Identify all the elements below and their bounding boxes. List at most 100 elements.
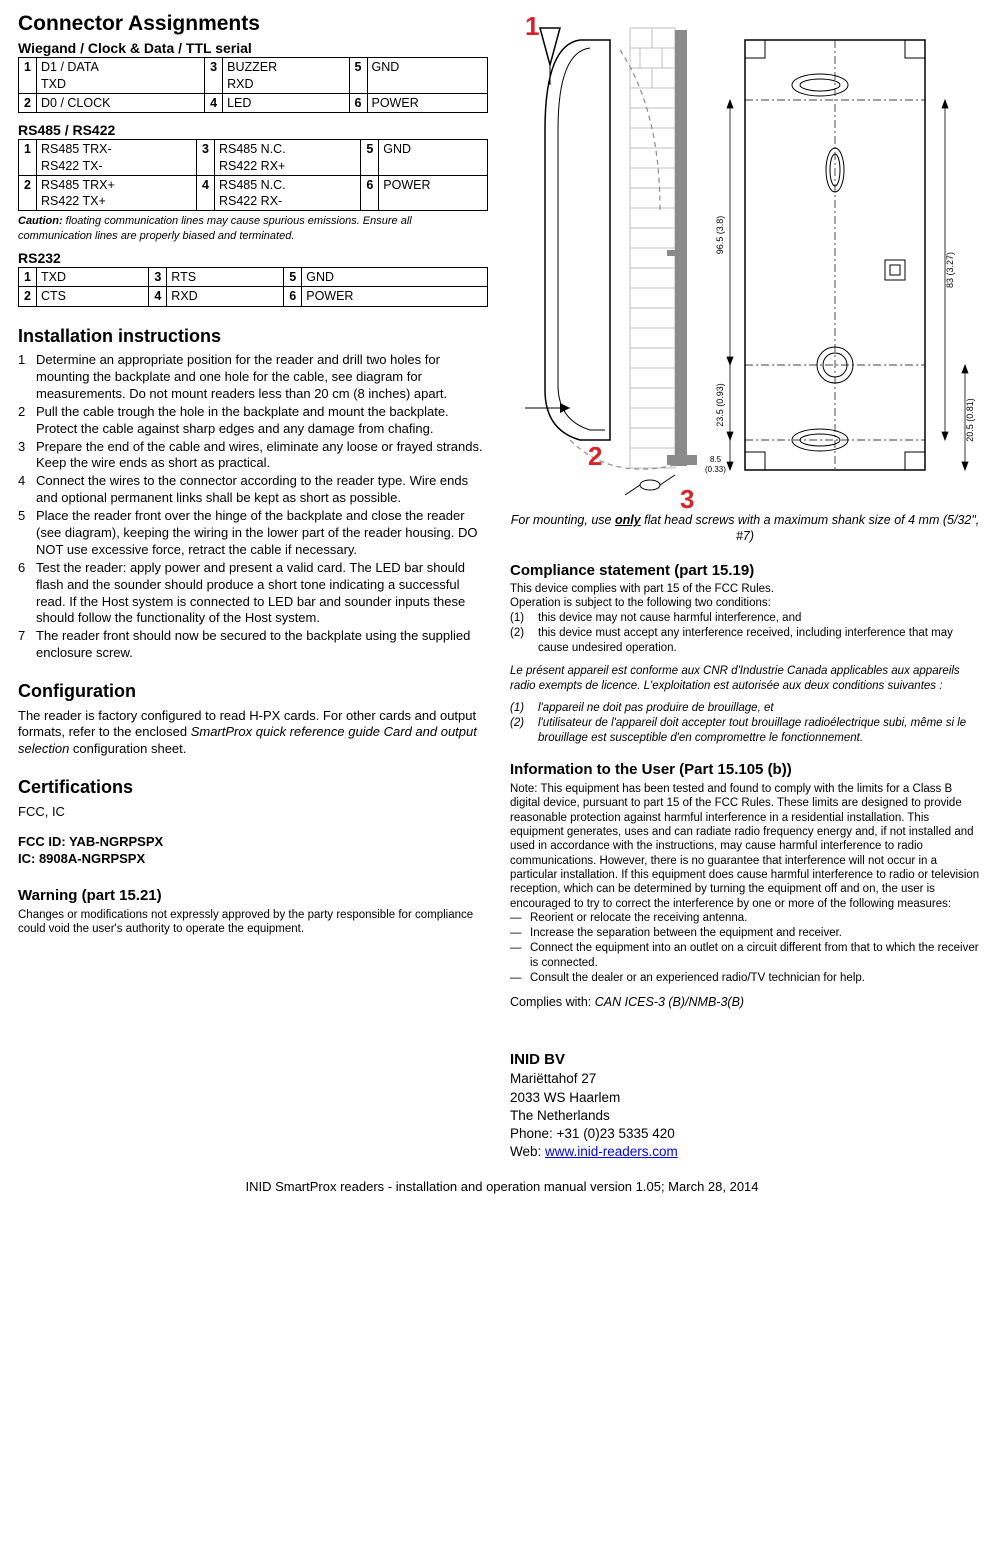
compliance-p2: Operation is subject to the following tw… [510,596,980,610]
page-footer: INID SmartProx readers - installation an… [18,1179,986,1196]
info-text: Note: This equipment has been tested and… [510,782,980,911]
step-num: 5 [18,508,36,559]
rs485-title: RS485 / RS422 [18,121,488,139]
step-text: Prepare the end of the cable and wires, … [36,439,488,473]
cell: 5 [361,140,379,176]
addr-line: Mariëttahof 27 [510,1070,980,1088]
step-text: Test the reader: apply power and present… [36,560,488,628]
mounting-diagram: 96.5 (3.8) 23.5 (0.93) 8.5 (0.33) 83 (3.… [510,10,980,510]
web: Web: www.inid-readers.com [510,1143,980,1161]
cell: 4 [205,93,223,112]
warning-heading: Warning (part 15.21) [18,886,488,906]
cert-heading: Certifications [18,776,488,799]
cell: D1 / DATA TXD [37,58,205,94]
rs232-title: RS232 [18,249,488,267]
cell: D0 / CLOCK [37,93,205,112]
compliance-list: (1)this device may not cause harmful int… [510,611,980,656]
french-compliance: Le présent appareil est conforme aux CNR… [510,664,980,694]
cell: 4 [196,175,214,211]
web-link[interactable]: www.inid-readers.com [545,1144,678,1159]
step-text: Connect the wires to the connector accor… [36,473,488,507]
addr-line: 2033 WS Haarlem [510,1089,980,1107]
caution-label: Caution: [18,215,63,227]
cell: POWER [302,287,488,306]
caution-note: Caution: floating communication lines ma… [18,214,488,243]
rs485-table: 1 RS485 TRX- RS422 TX- 3 RS485 N.C. RS42… [18,139,488,211]
wiegand-table: 1 D1 / DATA TXD 3 BUZZER RXD 5 GND 2 D0 … [18,57,488,113]
connector-heading: Connector Assignments [18,10,488,37]
step-num: 6 [18,560,36,628]
dim-label: 8.5 [710,455,722,464]
cell: 6 [361,175,379,211]
cell: 6 [349,93,367,112]
callout-2: 2 [588,441,602,471]
cell: GND [302,268,488,287]
cell: 3 [149,268,167,287]
phone: Phone: +31 (0)23 5335 420 [510,1125,980,1143]
step-num: 2 [18,404,36,438]
step-num: 3 [18,439,36,473]
step-text: The reader front should now be secured t… [36,628,488,662]
dim-label: 96.5 (3.8) [715,216,725,255]
install-heading: Installation instructions [18,325,488,348]
info-list: —Reorient or relocate the receiving ante… [510,911,980,986]
dim-label: (0.33) [705,465,726,474]
cell: 4 [149,287,167,306]
mounting-note: For mounting, use only flat head screws … [510,512,980,545]
cell: RS485 TRX- RS422 TX- [37,140,197,176]
cell: 5 [349,58,367,94]
callout-1: 1 [525,11,539,41]
compliance-heading: Compliance statement (part 15.19) [510,561,980,581]
addr-line: The Netherlands [510,1107,980,1125]
cell: RS485 N.C. RS422 RX- [214,175,360,211]
install-steps: 1Determine an appropriate position for t… [18,352,488,662]
left-column: Connector Assignments Wiegand / Clock & … [18,10,488,1161]
step-num: 1 [18,352,36,403]
cell: POWER [367,93,488,112]
cell: 2 [19,175,37,211]
step-text: Place the reader front over the hinge of… [36,508,488,559]
config-heading: Configuration [18,680,488,703]
cell: 3 [205,58,223,94]
step-num: 4 [18,473,36,507]
step-num: 7 [18,628,36,662]
wiegand-title: Wiegand / Clock & Data / TTL serial [18,39,488,57]
cell: 3 [196,140,214,176]
french-list: (1)l'appareil ne doit pas produire de br… [510,701,980,746]
cell: 2 [19,287,37,306]
dim-label: 83 (3.27) [945,252,955,288]
dim-label: 20.5 (0.81) [965,398,975,442]
cell: RXD [167,287,284,306]
cell: GND [367,58,488,94]
caution-text: floating communication lines may cause s… [18,215,412,241]
cell: GND [379,140,488,176]
step-text: Pull the cable trough the hole in the ba… [36,404,488,438]
cell: 6 [284,287,302,306]
complies-with: Complies with: CAN ICES-3 (B)/NMB-3(B) [510,994,980,1010]
info-heading: Information to the User (Part 15.105 (b)… [510,760,980,780]
cell: POWER [379,175,488,211]
ic-id: IC: 8908A-NGRPSPX [18,851,488,868]
cell: TXD [37,268,149,287]
company-name: INID BV [510,1050,980,1070]
company-address: INID BV Mariëttahof 27 2033 WS Haarlem T… [510,1050,980,1161]
cell: BUZZER RXD [223,58,349,94]
cell: 1 [19,140,37,176]
rs232-table: 1 TXD 3 RTS 5 GND 2 CTS 4 RXD 6 POWER [18,267,488,307]
compliance-p1: This device complies with part 15 of the… [510,582,980,596]
cert-text: FCC, IC [18,804,488,821]
step-text: Determine an appropriate position for th… [36,352,488,403]
cell: CTS [37,287,149,306]
cell: 1 [19,58,37,94]
cell: LED [223,93,349,112]
cell: 5 [284,268,302,287]
config-text: The reader is factory configured to read… [18,708,488,759]
right-column: 96.5 (3.8) 23.5 (0.93) 8.5 (0.33) 83 (3.… [510,10,980,1161]
dim-label: 23.5 (0.93) [715,383,725,427]
cell: RTS [167,268,284,287]
cell: RS485 N.C. RS422 RX+ [214,140,360,176]
warning-text: Changes or modifications not expressly a… [18,908,488,937]
cell: RS485 TRX+ RS422 TX+ [37,175,197,211]
cell: 2 [19,93,37,112]
fcc-id: FCC ID: YAB-NGRPSPX [18,834,488,851]
